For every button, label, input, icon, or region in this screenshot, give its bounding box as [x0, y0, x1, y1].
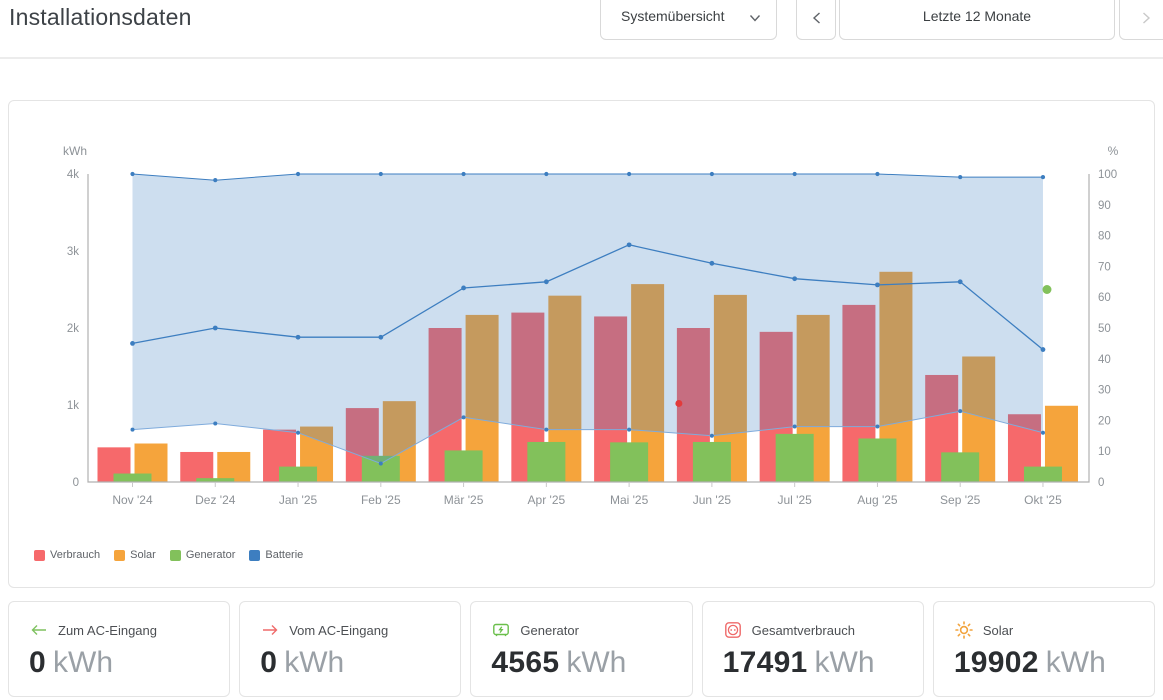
legend-label: Solar	[130, 549, 156, 561]
stat-cards-row: Zum AC-Eingang 0 kWh Vom AC-Eingang 0 kWh …	[8, 601, 1156, 697]
svg-text:30: 30	[1098, 385, 1111, 397]
stat-value: 0 kWh	[29, 646, 113, 679]
header-divider	[0, 57, 1163, 59]
stat-label: Gesamtverbrauch	[751, 622, 855, 638]
svg-text:Jan '25: Jan '25	[279, 493, 318, 507]
page-title: Installationsdaten	[9, 4, 192, 30]
chevron-down-icon	[749, 11, 761, 22]
legend-swatch	[249, 549, 261, 561]
svg-text:2k: 2k	[67, 323, 79, 335]
svg-text:4k: 4k	[67, 169, 79, 181]
stat-label: Vom AC-Eingang	[289, 622, 389, 638]
svg-text:0: 0	[1098, 477, 1104, 489]
sun-icon	[954, 620, 974, 640]
svg-text:kWh: kWh	[63, 144, 87, 158]
socket-icon	[723, 620, 743, 640]
arrow-right-icon	[260, 620, 280, 640]
stat-value: 19902 kWh	[953, 646, 1106, 679]
generator-icon	[491, 620, 511, 640]
svg-text:Mai '25: Mai '25	[610, 493, 649, 507]
svg-text:Nov '24: Nov '24	[112, 493, 153, 507]
svg-text:80: 80	[1098, 231, 1111, 243]
svg-text:Okt '25: Okt '25	[1024, 493, 1062, 507]
chart-card: kWh% 0 1k 2k 3k 4k 0 10 20 30 40 50 60 70 80 90 100 Nov '…	[8, 100, 1155, 588]
chevron-left-icon	[811, 11, 822, 24]
system-select[interactable]: Systemübersicht	[600, 0, 777, 40]
stat-card-zum-ac-eingang: Zum AC-Eingang 0 kWh	[8, 601, 231, 697]
legend-swatch	[169, 549, 181, 561]
svg-text:Sep '25: Sep '25	[940, 493, 981, 507]
svg-text:40: 40	[1098, 354, 1111, 366]
svg-text:0: 0	[73, 477, 79, 489]
svg-text:Jun '25: Jun '25	[693, 493, 732, 507]
legend-swatch	[34, 549, 45, 561]
stat-card-solar: Solar 19902 kWh	[932, 601, 1156, 697]
legend-label: Batterie	[265, 549, 304, 561]
svg-text:Dez '24: Dez '24	[195, 493, 236, 507]
svg-text:70: 70	[1098, 261, 1111, 273]
stat-card-vom-ac-eingang: Vom AC-Eingang 0 kWh	[239, 601, 462, 697]
next-period-button[interactable]	[1119, 0, 1163, 40]
stat-label: Zum AC-Eingang	[58, 622, 157, 638]
prev-period-button[interactable]	[796, 0, 836, 40]
system-select-value: Systemübersicht	[621, 8, 725, 24]
svg-text:%: %	[1108, 144, 1119, 158]
svg-text:100: 100	[1098, 169, 1117, 181]
svg-text:Feb '25: Feb '25	[361, 493, 401, 507]
svg-text:Aug '25: Aug '25	[857, 493, 898, 507]
legend-swatch	[114, 549, 126, 561]
svg-text:Apr '25: Apr '25	[528, 493, 566, 507]
arrow-left-icon	[29, 620, 49, 640]
legend-item-verbrauch[interactable]: Verbrauch	[34, 549, 100, 561]
stat-card-gesamtverbrauch: Gesamtverbrauch 17491 kWh	[701, 601, 924, 697]
date-range-label: Letzte 12 Monate	[922, 8, 1032, 24]
battery-now-dot	[1042, 285, 1052, 294]
stat-card-generator: Generator 4565 kWh	[470, 601, 693, 697]
svg-text:50: 50	[1098, 323, 1111, 335]
svg-text:20: 20	[1098, 415, 1111, 427]
stat-label: Generator	[520, 622, 579, 638]
chevron-right-icon	[1140, 11, 1151, 24]
installation-chart[interactable]: kWh % 0 1k 2k 3k 4k 0 10 20 30 40 50 60 70 80 90 100 Nov '…	[9, 101, 1156, 541]
legend-label: Generator	[185, 549, 236, 561]
legend-label: Verbrauch	[50, 549, 101, 561]
chart-legend: Verbrauch Solar Generator Batterie	[34, 549, 303, 561]
date-range-button[interactable]: Letzte 12 Monate	[839, 0, 1115, 40]
svg-text:10: 10	[1098, 446, 1111, 458]
stat-value: 4565 kWh	[491, 646, 627, 679]
legend-item-solar[interactable]: Solar	[114, 549, 156, 561]
svg-text:90: 90	[1098, 200, 1111, 212]
svg-text:3k: 3k	[67, 246, 79, 258]
svg-text:1k: 1k	[67, 400, 79, 412]
legend-item-generator[interactable]: Generator	[169, 549, 236, 561]
svg-text:60: 60	[1098, 292, 1111, 304]
stat-label: Solar	[982, 622, 1014, 638]
alert-dot	[675, 399, 683, 407]
stat-value: 0 kWh	[260, 646, 345, 679]
svg-text:Mär '25: Mär '25	[444, 493, 484, 507]
svg-text:Jul '25: Jul '25	[778, 493, 813, 507]
stat-value: 17491 kWh	[722, 646, 875, 679]
legend-item-batterie[interactable]: Batterie	[249, 549, 303, 561]
